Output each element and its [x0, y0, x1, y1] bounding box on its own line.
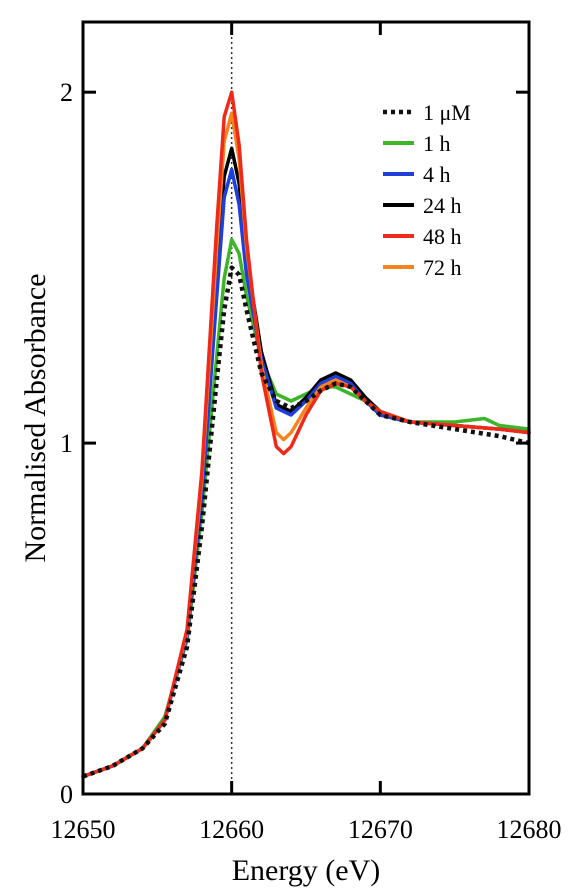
- y-tick-label-0: 0: [60, 780, 73, 809]
- series-line-3: [81, 146, 531, 779]
- series-line-5: [81, 111, 531, 779]
- series-line-4: [81, 90, 531, 779]
- tick-label-layer: 12650 12660 12670 12680 0 1 2: [51, 78, 562, 844]
- legend-label-2: 4 h: [423, 162, 451, 187]
- tick-layer: [81, 22, 531, 796]
- legend-label-4: 48 h: [423, 224, 462, 249]
- x-tick-label-2: 12670: [348, 815, 413, 844]
- series-line-1: [81, 237, 531, 779]
- series-line-0: [82, 265, 530, 779]
- legend-label-0: 1 μM: [423, 100, 471, 125]
- x-tick-label-0: 12650: [51, 815, 116, 844]
- x-axis-title: Energy (eV): [232, 854, 381, 887]
- legend-label-3: 24 h: [423, 193, 462, 218]
- plot-frame: [81, 20, 531, 796]
- y-axis-title: Normalised Absorbance: [19, 273, 52, 562]
- y-tick-label-1: 1: [60, 429, 73, 458]
- y-tick-label-2: 2: [60, 78, 73, 107]
- series-line-2: [81, 167, 531, 779]
- legend-label-1: 1 h: [423, 131, 451, 156]
- series-layer: [81, 90, 531, 779]
- legend-label-5: 72 h: [423, 255, 462, 280]
- x-tick-label-1: 12660: [199, 815, 264, 844]
- legend: 1 μM 1 h 4 h 24 h 48 h 72 h: [383, 100, 471, 280]
- x-tick-label-3: 12680: [497, 815, 562, 844]
